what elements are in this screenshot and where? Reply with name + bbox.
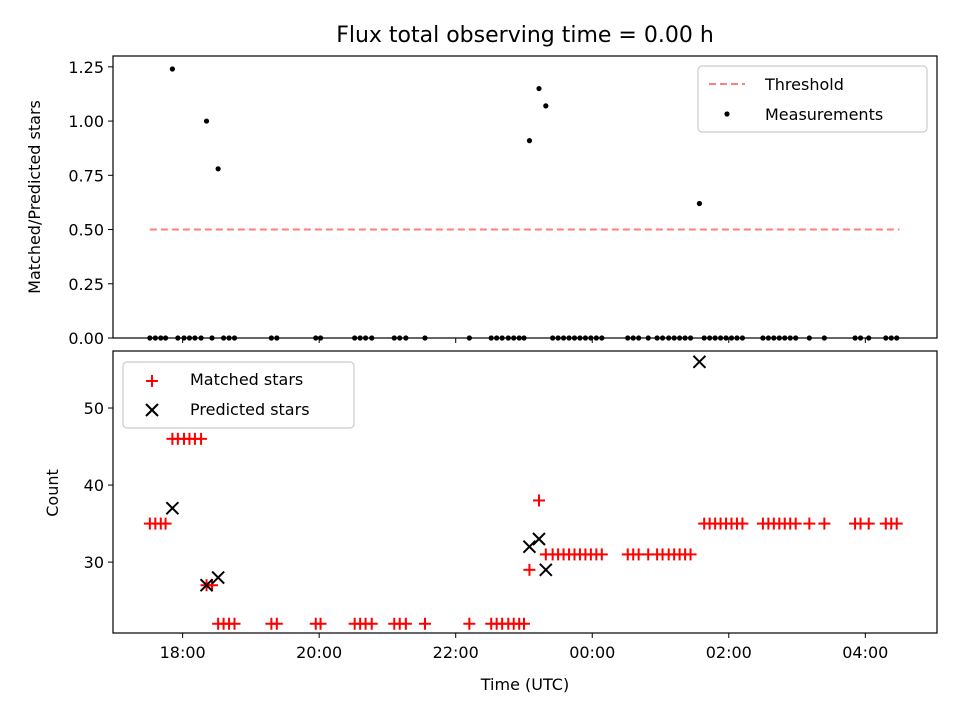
matched-star-marker: [270, 617, 283, 630]
top-y-tick-label: 1.00: [68, 112, 104, 131]
bottom-y-tick-label: 50: [84, 399, 104, 418]
matched-star-marker: [862, 517, 875, 530]
x-tick-label: 02:00: [706, 643, 752, 662]
top-y-tick-label: 1.25: [68, 58, 104, 77]
top-y-tick-label: 0.00: [68, 329, 104, 348]
matched-star-marker: [463, 617, 476, 630]
top-y-tick-label: 0.75: [68, 166, 104, 185]
x-axis-label: Time (UTC): [480, 675, 569, 694]
top-plot-frame: [112, 55, 938, 339]
top-legend-box: [697, 65, 928, 133]
chart-title: Flux total observing time = 0.00 h: [336, 23, 714, 48]
matched-star-marker: [532, 494, 545, 507]
predicted-star-marker: [539, 563, 553, 577]
top-y-tick-label: 0.25: [68, 275, 104, 294]
matched-star-marker: [595, 548, 608, 561]
predicted-legend-label: Predicted stars: [190, 400, 310, 419]
matched-star-marker: [890, 517, 903, 530]
bottom-y-axis-label: Count: [43, 469, 62, 517]
matched-star-marker: [228, 617, 241, 630]
matched-star-marker: [365, 617, 378, 630]
top-panel: Flux total observing time = 0.00 h Match…: [25, 23, 938, 348]
measurement-point: [696, 200, 703, 207]
measurements-legend-marker: [724, 111, 730, 117]
x-tick-label: 04:00: [842, 643, 888, 662]
matched-star-marker: [517, 617, 530, 630]
bottom-legend-box: [122, 361, 355, 429]
x-tick-label: 18:00: [160, 643, 206, 662]
matched-star-marker: [399, 617, 412, 630]
matched-star-marker: [159, 517, 172, 530]
matched-star-marker: [418, 617, 431, 630]
predicted-star-marker: [532, 532, 546, 546]
threshold-legend-label: Threshold: [764, 75, 844, 94]
measurement-point: [526, 138, 533, 144]
measurement-point: [215, 166, 221, 172]
bottom-panel: Count Time (UTC) 30 40 50 18:00 20:00 22:00 0…: [43, 350, 938, 694]
matched-legend-label: Matched stars: [190, 370, 303, 389]
matched-star-marker: [789, 517, 802, 530]
bottom-y-tick-label: 40: [84, 476, 104, 495]
top-legend: Threshold Measurements: [697, 65, 928, 133]
predicted-star-marker: [165, 501, 180, 515]
measurement-point: [203, 118, 210, 124]
bottom-y-ticks: 30 40 50: [84, 399, 113, 572]
matched-star-marker: [523, 563, 536, 576]
matched-star-marker: [803, 517, 816, 530]
matched-star-marker: [736, 517, 749, 530]
matched-legend-marker: [146, 375, 158, 387]
matched-star-marker: [205, 579, 218, 592]
top-y-axis-label: Matched/Predicted stars: [25, 100, 44, 294]
measurements-legend-label: Measurements: [765, 105, 883, 124]
matched-star-marker: [195, 432, 208, 445]
predicted-star-marker: [199, 578, 214, 592]
matched-stars-layer: [143, 432, 903, 630]
measurement-point: [543, 103, 549, 109]
top-y-ticks: 0.00 0.25 0.50 0.75 1.00 1.25: [68, 58, 113, 348]
bottom-y-tick-label: 30: [84, 553, 104, 572]
top-y-tick-label: 0.50: [68, 221, 104, 240]
bottom-legend: Matched stars Predicted stars: [122, 361, 355, 429]
x-tick-label: 22:00: [433, 643, 479, 662]
predicted-star-marker: [522, 539, 537, 554]
predicted-star-marker: [211, 570, 225, 585]
predicted-stars-layer: [165, 355, 707, 592]
measurement-point: [536, 85, 542, 92]
top-x-ticks: [182, 338, 866, 343]
measurement-point: [169, 66, 175, 72]
matched-star-marker: [314, 617, 327, 630]
bottom-plot-frame: [112, 350, 938, 634]
x-tick-label: 00:00: [569, 643, 615, 662]
matched-star-marker: [684, 548, 697, 561]
predicted-legend-marker: [145, 403, 159, 417]
bottom-x-ticks: 18:00 20:00 22:00 00:00 02:00 04:00: [160, 633, 888, 662]
predicted-star-marker: [692, 355, 707, 369]
matched-star-marker: [818, 517, 831, 530]
x-tick-label: 20:00: [296, 643, 342, 662]
